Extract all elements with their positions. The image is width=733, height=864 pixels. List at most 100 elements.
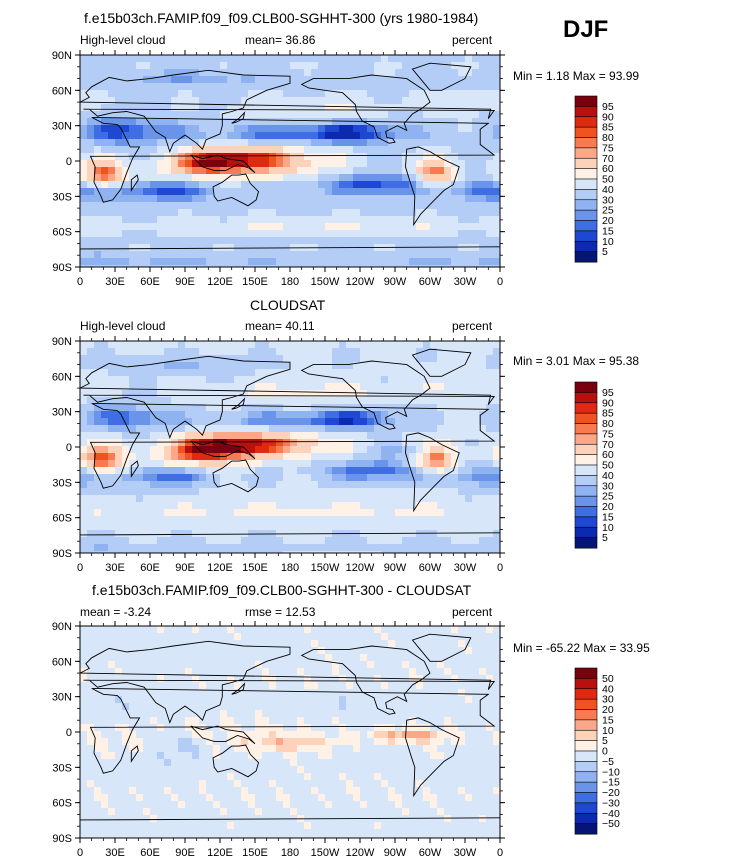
map-cell bbox=[185, 446, 193, 454]
map-cell bbox=[276, 439, 284, 447]
map-cell bbox=[353, 104, 361, 112]
map-cell bbox=[311, 633, 319, 641]
map-cell bbox=[465, 453, 473, 461]
map-cell bbox=[367, 425, 375, 433]
map-cell bbox=[220, 460, 228, 468]
map-cell bbox=[171, 516, 179, 524]
map-cell bbox=[346, 439, 354, 447]
map-cell bbox=[164, 682, 172, 690]
map-cell bbox=[129, 83, 137, 91]
map-cell bbox=[479, 390, 487, 398]
map-cell bbox=[129, 244, 137, 252]
map-cell bbox=[402, 633, 410, 641]
map-cell bbox=[171, 146, 179, 154]
map-cell bbox=[220, 55, 228, 63]
map-cell bbox=[87, 626, 95, 634]
map-cell bbox=[381, 90, 389, 98]
map-cell bbox=[360, 139, 368, 147]
map-cell bbox=[122, 661, 130, 669]
map-cell bbox=[262, 118, 270, 126]
map-cell bbox=[164, 139, 172, 147]
panel-3-mean: mean = -3.24 bbox=[80, 605, 152, 619]
map-cell bbox=[458, 404, 466, 412]
map-cell bbox=[220, 237, 228, 245]
map-cell bbox=[178, 265, 186, 268]
map-cell bbox=[318, 404, 326, 412]
map-cell bbox=[402, 188, 410, 196]
map-cell bbox=[458, 731, 466, 739]
map-cell bbox=[206, 474, 214, 482]
map-cell bbox=[402, 83, 410, 91]
map-cell bbox=[409, 745, 417, 753]
map-cell bbox=[143, 689, 151, 697]
map-cell bbox=[80, 523, 88, 531]
map-cell bbox=[381, 509, 389, 517]
map-cell bbox=[402, 202, 410, 210]
map-cell bbox=[80, 453, 88, 461]
map-cell bbox=[178, 523, 186, 531]
map-cell bbox=[234, 675, 242, 683]
map-cell bbox=[360, 62, 368, 70]
lon-tick-label: 150E bbox=[242, 562, 268, 574]
map-cell bbox=[269, 62, 277, 70]
map-cell bbox=[290, 230, 298, 238]
map-cell bbox=[199, 55, 207, 63]
map-cell bbox=[87, 411, 95, 419]
map-cell bbox=[416, 759, 424, 767]
map-cell bbox=[311, 376, 319, 384]
map-cell bbox=[150, 139, 158, 147]
map-cell bbox=[213, 118, 221, 126]
map-cell bbox=[479, 167, 487, 175]
map-cell bbox=[199, 495, 207, 503]
map-cell bbox=[262, 731, 270, 739]
map-cell bbox=[297, 731, 305, 739]
map-cell bbox=[402, 551, 410, 554]
map-cell bbox=[311, 369, 319, 377]
map-cell bbox=[381, 258, 389, 266]
map-cell bbox=[262, 710, 270, 718]
map-cell bbox=[304, 516, 312, 524]
map-cell bbox=[178, 383, 186, 391]
map-cell bbox=[444, 160, 452, 168]
map-cell bbox=[486, 188, 494, 196]
map-cell bbox=[444, 167, 452, 175]
map-cell bbox=[94, 647, 102, 655]
map-cell bbox=[248, 404, 256, 412]
map-cell bbox=[178, 390, 186, 398]
map-cell bbox=[129, 439, 137, 447]
map-cell bbox=[339, 516, 347, 524]
map-cell bbox=[472, 446, 480, 454]
map-cell bbox=[276, 174, 284, 182]
map-cell bbox=[360, 188, 368, 196]
map-cell bbox=[206, 661, 214, 669]
map-cell bbox=[213, 397, 221, 405]
map-cell bbox=[493, 738, 501, 746]
map-cell bbox=[150, 160, 158, 168]
map-cell bbox=[227, 174, 235, 182]
map-cell bbox=[325, 626, 333, 634]
map-cell bbox=[234, 439, 242, 447]
map-cell bbox=[318, 710, 326, 718]
map-cell bbox=[171, 216, 179, 224]
map-cell bbox=[164, 230, 172, 238]
map-cell bbox=[262, 62, 270, 70]
map-cell bbox=[311, 216, 319, 224]
map-cell bbox=[486, 432, 494, 440]
map-cell bbox=[304, 69, 312, 77]
map-cell bbox=[185, 661, 193, 669]
map-cell bbox=[150, 481, 158, 489]
map-cell bbox=[388, 432, 396, 440]
map-cell bbox=[213, 488, 221, 496]
map-cell bbox=[479, 696, 487, 704]
map-cell bbox=[402, 397, 410, 405]
map-cell bbox=[248, 689, 256, 697]
map-cell bbox=[430, 230, 438, 238]
map-cell bbox=[381, 731, 389, 739]
map-cell bbox=[157, 76, 165, 84]
map-cell bbox=[122, 265, 130, 268]
map-cell bbox=[136, 516, 144, 524]
map-cell bbox=[94, 132, 102, 140]
map-cell bbox=[416, 717, 424, 725]
map-cell bbox=[94, 668, 102, 676]
map-cell bbox=[374, 425, 382, 433]
